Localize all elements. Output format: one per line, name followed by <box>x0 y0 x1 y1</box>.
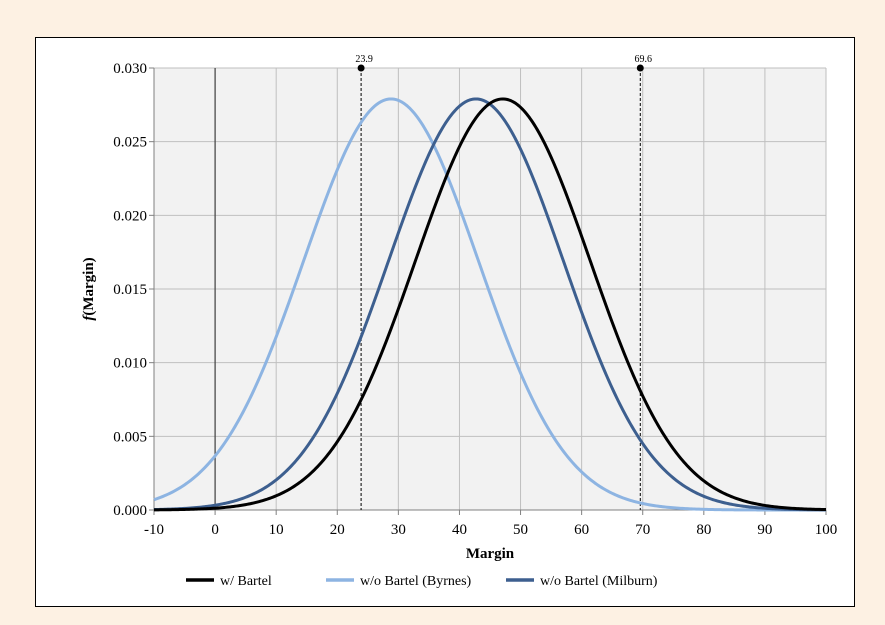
annotations: 23.9 69.6 <box>355 54 652 510</box>
annotation-marker <box>357 64 365 72</box>
x-tick-label: 80 <box>696 522 711 538</box>
series-line <box>153 97 826 512</box>
x-tick-label: 60 <box>574 522 589 538</box>
legend-label: w/o Bartel (Byrnes) <box>360 574 472 589</box>
x-tick-label: 50 <box>513 522 528 538</box>
y-axis-title: f(Margin) <box>81 257 97 320</box>
y-tick-label: 0.025 <box>113 135 147 151</box>
x-tick-label: 90 <box>757 522 772 538</box>
y-axis-title-italic: f <box>81 314 97 321</box>
x-axis-title: Margin <box>466 546 515 562</box>
annotation-label: 23.9 <box>355 54 373 65</box>
y-tick-label: 0.020 <box>113 208 147 224</box>
series-group <box>153 97 827 512</box>
annotation-label: 69.6 <box>635 54 653 65</box>
legend: w/ Bartel w/o Bartel (Byrnes) w/o Bartel (… <box>186 574 658 589</box>
axis-labels: Margin f(Margin) <box>81 257 515 562</box>
x-tick-label: 40 <box>452 522 467 538</box>
grid <box>153 67 827 511</box>
chart-svg: -10 0 10 20 30 40 50 60 70 80 90 100 0.000 0.005 0.010… <box>81 54 837 589</box>
x-tick-label: 10 <box>269 522 284 538</box>
chart-frame: -10 0 10 20 30 40 50 60 70 80 90 100 0.000 0.005 0.010… <box>35 37 855 607</box>
y-tick-label: 0.010 <box>113 356 147 372</box>
annotation-marker <box>636 64 644 72</box>
y-tick-label: 0.015 <box>113 282 147 298</box>
x-tick-label: 30 <box>391 522 406 538</box>
legend-label: w/ Bartel <box>220 574 272 589</box>
x-tick-label: 100 <box>815 522 838 538</box>
y-tick-label: 0.000 <box>113 503 147 519</box>
x-tick-label: -10 <box>144 522 164 538</box>
x-tick-label: 70 <box>635 522 650 538</box>
legend-label: w/o Bartel (Milburn) <box>540 574 658 589</box>
x-tick-label: 20 <box>330 522 345 538</box>
axes: -10 0 10 20 30 40 50 60 70 80 90 100 0.000 0.005 0.010… <box>113 61 837 538</box>
series-line <box>153 97 827 512</box>
y-tick-label: 0.005 <box>113 429 147 445</box>
x-tick-label: 0 <box>211 522 219 538</box>
y-axis-title-rest: (Margin) <box>81 257 97 315</box>
y-tick-label: 0.030 <box>113 61 147 77</box>
